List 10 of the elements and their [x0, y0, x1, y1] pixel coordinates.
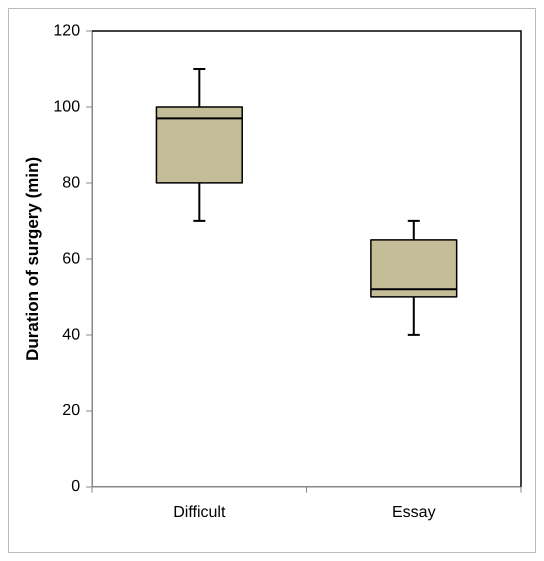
y-tick-label: 120 — [53, 22, 80, 40]
y-tick-label: 0 — [71, 478, 80, 496]
y-tick-label: 40 — [62, 326, 80, 344]
x-tick-label: Difficult — [173, 504, 226, 521]
y-tick-label: 60 — [62, 250, 80, 268]
y-tick-label: 80 — [62, 174, 80, 192]
y-tick-label: 100 — [53, 98, 80, 116]
y-axis-title: Duration of surgery (min) — [22, 156, 42, 361]
x-tick-label: Essay — [392, 504, 436, 521]
y-tick-label: 20 — [62, 402, 80, 420]
